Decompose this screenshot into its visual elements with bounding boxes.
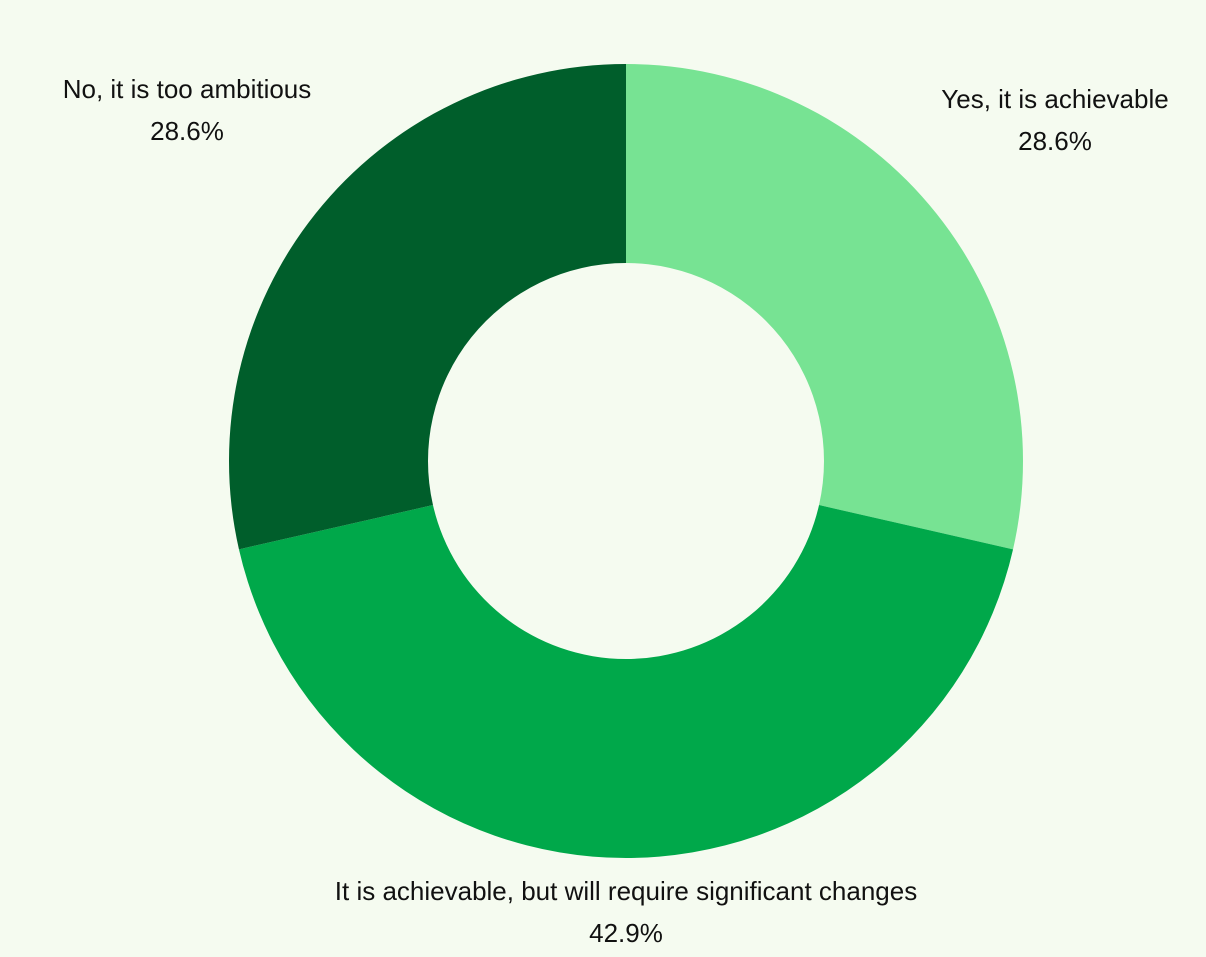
- slice-label-no: No, it is too ambitious: [63, 74, 312, 104]
- slice-value-no: 28.6%: [150, 116, 224, 146]
- slice-label-with-changes: It is achievable, but will require signi…: [335, 876, 917, 906]
- slice-with-changes: [238, 505, 1014, 858]
- slice-label-yes: Yes, it is achievable: [941, 84, 1168, 114]
- slice-no: [229, 64, 627, 550]
- slice-yes: [626, 64, 1023, 550]
- slice-value-with-changes: 42.9%: [589, 918, 663, 948]
- slice-group: [229, 64, 1023, 858]
- label-group: Yes, it is achievable 28.6% It is achiev…: [63, 74, 1169, 948]
- slice-value-yes: 28.6%: [1018, 126, 1092, 156]
